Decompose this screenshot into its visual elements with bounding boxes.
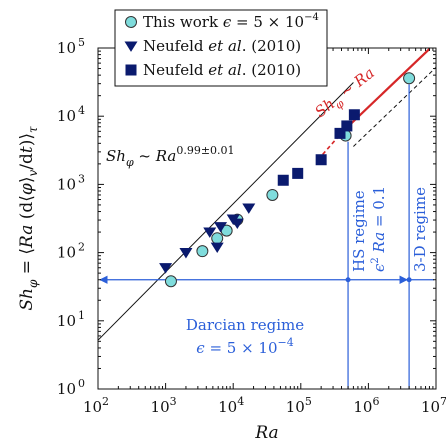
legend-marker-3 [125, 64, 137, 76]
hs-condition-label: ϵ2 Ra = 0.1 [370, 186, 388, 272]
series-2-point-2 [179, 248, 193, 259]
data-markers [159, 72, 416, 288]
hs-arrow-origin [345, 277, 351, 283]
legend-entry-1: This work ϵ = 5 × 10−4 [143, 12, 319, 31]
series-1-point-2 [196, 245, 209, 258]
legend-box [114, 9, 328, 87]
fit-line-label: Shφ ~ Ra0.99±0.01 [106, 144, 235, 169]
fit-line-2 [353, 67, 436, 147]
series-3-point-4 [334, 127, 346, 139]
axis-ticks [97, 47, 437, 390]
x-axis-label: Ra [254, 423, 278, 443]
regime-lines [99, 84, 434, 389]
series-2-point-7 [230, 218, 244, 230]
series-2-point-8 [242, 203, 256, 214]
series-2-point-1 [159, 263, 173, 274]
x-tick-label: 104 [218, 395, 244, 416]
series-2-point-3 [203, 227, 217, 238]
y-tick-label: 10 0 [57, 377, 85, 398]
darcian-epsilon-label: ϵ = 5 × 10−4 [196, 336, 293, 357]
x-tick-label: 107 [421, 395, 446, 416]
legend-marker-2 [124, 41, 138, 52]
legend-entry-2: Neufeld et al. (2010) [143, 37, 301, 55]
y-tick-label: 10 1 [57, 309, 85, 330]
series-3-point-6 [348, 109, 360, 121]
legend-marker-1 [125, 16, 137, 28]
series-1-point-8 [403, 72, 416, 85]
y-axis-label: Shφ = ⟨Ra (d⟨φ⟩v/dt)⟩τ [17, 126, 40, 311]
series-3-point-1 [277, 174, 289, 186]
darcian-regime-label: Darcian regime [186, 316, 304, 334]
x-tick-label: 102 [83, 395, 109, 416]
series-2-point-5 [214, 222, 228, 233]
legend: This work ϵ = 5 × 10−4 Neufeld et al. (20… [114, 9, 328, 87]
hs-regime-label: HS regime [350, 190, 368, 272]
series-1-point-3 [211, 232, 224, 245]
series-2-point-4 [210, 242, 224, 254]
series-3-point-2 [292, 167, 304, 179]
series-3-point-3 [315, 154, 327, 166]
y-tick-label: 10 4 [57, 104, 85, 125]
legend-entry-3: Neufeld et al. (2010) [143, 61, 301, 79]
series-1-point-1 [164, 275, 177, 288]
y-tick-label: 10 2 [57, 241, 85, 262]
three-d-regime-label: 3-D regime [411, 187, 429, 272]
series-1-point-6 [266, 188, 279, 201]
series-3-point-5 [341, 120, 353, 132]
fit-line-1 [98, 82, 354, 341]
y-tick-label: 10 3 [57, 172, 85, 193]
x-tick-label: 106 [353, 395, 379, 416]
y-tick-label: 10 5 [57, 36, 85, 57]
x-tick-label: 103 [151, 395, 177, 416]
x-tick-label: 105 [286, 395, 312, 416]
